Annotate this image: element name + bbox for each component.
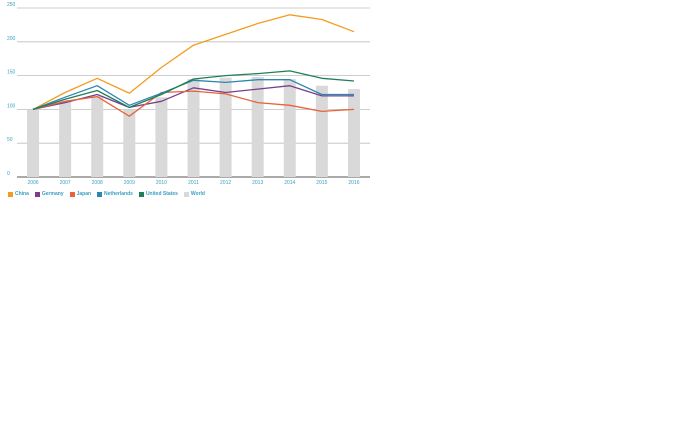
legend-swatch bbox=[69, 191, 75, 197]
series-lines bbox=[32, 14, 355, 117]
bar-world bbox=[347, 89, 360, 177]
legend-label: Japan bbox=[76, 191, 92, 197]
bar-world bbox=[187, 78, 200, 177]
bar-world bbox=[59, 101, 72, 177]
bar-world bbox=[283, 78, 296, 177]
x-tick-label: 2006 bbox=[27, 180, 38, 186]
bar-world bbox=[91, 95, 104, 177]
legend-swatch bbox=[34, 191, 40, 197]
y-tick-label: 150 bbox=[7, 70, 16, 76]
series-line-japan bbox=[32, 90, 355, 117]
y-tick-label: 250 bbox=[7, 2, 16, 8]
y-tick-label: 50 bbox=[7, 137, 13, 143]
series-line-netherlands bbox=[32, 79, 354, 111]
legend-label: Netherlands bbox=[104, 191, 133, 197]
x-tick-label: 2012 bbox=[220, 180, 231, 186]
legend-item: China bbox=[8, 191, 29, 197]
legend-label: Germany bbox=[41, 191, 64, 197]
x-axis: 2006 2007 2008 2009 2010 2011 2012 2013 2014 2015… bbox=[27, 180, 359, 186]
x-tick-label: 2015 bbox=[316, 180, 327, 186]
series-line-china bbox=[32, 14, 355, 110]
bars bbox=[27, 76, 360, 177]
x-tick-label: 2008 bbox=[92, 180, 103, 186]
x-tick-label: 2007 bbox=[60, 180, 71, 186]
legend-item: Japan bbox=[69, 191, 92, 197]
bar-world bbox=[251, 76, 264, 177]
x-tick-label: 2010 bbox=[156, 180, 167, 186]
legend-item: United States bbox=[138, 191, 178, 197]
x-tick-label: 2016 bbox=[348, 180, 359, 186]
x-tick-label: 2009 bbox=[124, 180, 135, 186]
series-line-germany bbox=[32, 85, 354, 111]
x-tick-label: 2014 bbox=[284, 180, 295, 186]
legend-label: World bbox=[190, 191, 205, 197]
legend-label: United States bbox=[145, 191, 178, 197]
legend-swatch bbox=[97, 191, 103, 197]
series-line-united-states bbox=[32, 70, 355, 111]
x-tick-label: 2011 bbox=[188, 180, 199, 186]
x-tick-label: 2013 bbox=[252, 180, 263, 186]
legend-swatch bbox=[183, 191, 189, 197]
legend-item: Germany bbox=[34, 191, 64, 197]
legend: China Germany Japan Netherlands United State… bbox=[8, 191, 205, 197]
bar-world bbox=[315, 85, 328, 177]
legend-swatch bbox=[138, 191, 144, 197]
y-tick-label: 200 bbox=[7, 36, 16, 42]
y-tick-label: 0 bbox=[7, 171, 10, 177]
legend-swatch bbox=[8, 191, 13, 197]
bar-world bbox=[155, 97, 168, 177]
legend-item: Netherlands bbox=[97, 191, 133, 197]
bar-world bbox=[27, 109, 40, 177]
bar-world bbox=[123, 109, 136, 177]
bar-world bbox=[219, 77, 232, 177]
legend-item: World bbox=[183, 191, 205, 197]
legend-label: China bbox=[15, 191, 29, 197]
y-tick-label: 100 bbox=[7, 103, 16, 109]
y-axis: 0 50 100 150 200 250 bbox=[7, 2, 16, 177]
